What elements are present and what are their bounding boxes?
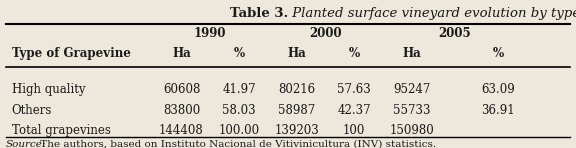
Text: %: % xyxy=(233,47,245,60)
Text: 60608: 60608 xyxy=(163,83,200,96)
Text: Ha: Ha xyxy=(287,47,306,60)
Text: High quality: High quality xyxy=(12,83,85,96)
Text: 150980: 150980 xyxy=(389,124,434,137)
Text: 63.09: 63.09 xyxy=(482,83,515,96)
Text: Planted surface vineyard evolution by type of grapevine: Planted surface vineyard evolution by ty… xyxy=(288,7,576,20)
Text: 95247: 95247 xyxy=(393,83,430,96)
Text: 55733: 55733 xyxy=(393,104,431,117)
Text: 2000: 2000 xyxy=(309,27,342,40)
Text: Table 3.: Table 3. xyxy=(230,7,288,20)
Text: 83800: 83800 xyxy=(163,104,200,117)
Text: 58987: 58987 xyxy=(278,104,315,117)
Text: 139203: 139203 xyxy=(274,124,319,137)
Text: %: % xyxy=(348,47,360,60)
Text: 42.37: 42.37 xyxy=(338,104,371,117)
Text: 41.97: 41.97 xyxy=(222,83,256,96)
Text: 36.91: 36.91 xyxy=(482,104,515,117)
Text: 1990: 1990 xyxy=(194,27,226,40)
Text: Type of Grapevine: Type of Grapevine xyxy=(12,47,130,60)
Text: Ha: Ha xyxy=(403,47,421,60)
Text: 144408: 144408 xyxy=(159,124,204,137)
Text: 100: 100 xyxy=(343,124,365,137)
Text: 57.63: 57.63 xyxy=(338,83,371,96)
Text: Source:: Source: xyxy=(6,140,46,148)
Text: 80216: 80216 xyxy=(278,83,315,96)
Text: 2005: 2005 xyxy=(439,27,471,40)
Text: Total grapevines: Total grapevines xyxy=(12,124,111,137)
Text: 100.00: 100.00 xyxy=(218,124,260,137)
Text: Others: Others xyxy=(12,104,52,117)
Text: 58.03: 58.03 xyxy=(222,104,256,117)
Text: The authors, based on Instituto Nacional de Vitivinicultura (INV) statistics.: The authors, based on Instituto Nacional… xyxy=(37,140,437,148)
Text: %: % xyxy=(492,47,504,60)
Text: Ha: Ha xyxy=(172,47,191,60)
